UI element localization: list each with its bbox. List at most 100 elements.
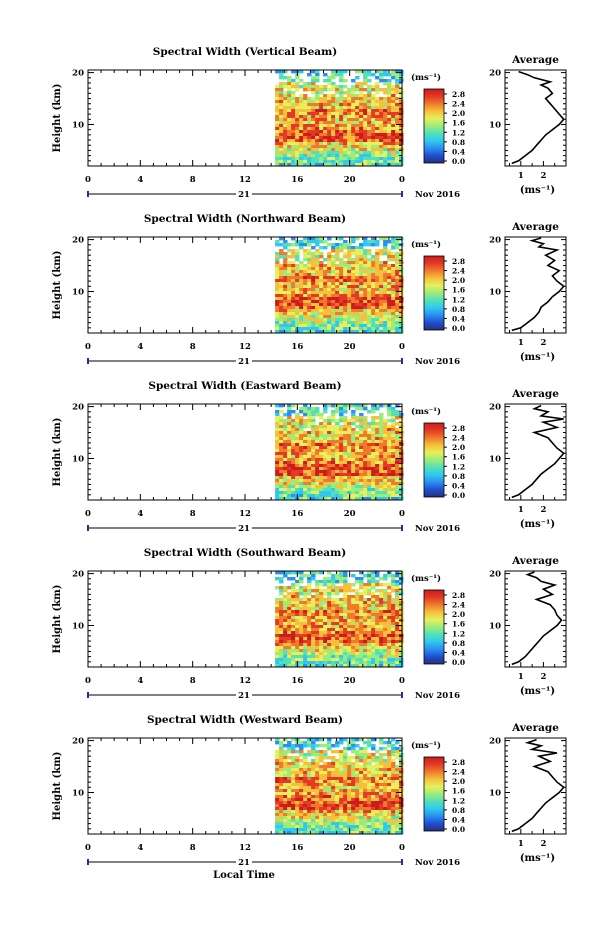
heatmap-cell	[275, 258, 280, 262]
y-tick-label: 10	[72, 621, 84, 631]
heatmap-cell	[347, 476, 352, 480]
heatmap-cell	[363, 628, 368, 632]
heatmap-cell	[375, 646, 380, 650]
heatmap-cell	[355, 285, 360, 289]
heatmap-cell	[367, 422, 372, 426]
heatmap-cell	[275, 637, 280, 641]
heatmap-cell	[295, 637, 300, 641]
heatmap-cell	[379, 112, 384, 116]
heatmap-cell	[311, 312, 316, 316]
heatmap-cell	[323, 282, 328, 286]
heatmap-cell	[307, 124, 312, 128]
heatmap-cell	[291, 747, 296, 751]
heatmap-cell	[307, 485, 312, 489]
heatmap-cell	[355, 324, 360, 328]
heatmap-cell	[375, 312, 380, 316]
heatmap-cell	[319, 753, 324, 757]
heatmap-cell	[303, 619, 308, 623]
heatmap-cell	[379, 604, 384, 608]
heatmap-cell	[359, 491, 364, 495]
heatmap-cell	[379, 315, 384, 319]
heatmap-cell	[383, 449, 388, 453]
heatmap-cell	[343, 91, 348, 95]
heatmap-cell	[307, 118, 312, 122]
heatmap-cell	[275, 419, 280, 423]
heatmap-cell	[371, 461, 376, 465]
heatmap-cell	[379, 160, 384, 164]
heatmap-cell	[339, 115, 344, 119]
heatmap-cell	[395, 115, 400, 119]
heatmap-cell	[391, 91, 396, 95]
heatmap-cell	[351, 783, 356, 787]
heatmap-cell	[295, 130, 300, 134]
heatmap-cell	[383, 595, 388, 599]
heatmap-cell	[283, 658, 288, 662]
heatmap-cell	[335, 470, 340, 474]
heatmap-cell	[379, 124, 384, 128]
heatmap-cell	[363, 643, 368, 647]
heatmap-cell	[291, 431, 296, 435]
heatmap-cell	[395, 240, 400, 244]
heatmap-cell	[311, 163, 316, 167]
heatmap-cell	[383, 762, 388, 766]
heatmap-cell	[371, 160, 376, 164]
heatmap-cell	[335, 464, 340, 468]
heatmap-cell	[279, 136, 284, 140]
heatmap-cell	[383, 747, 388, 751]
heatmap-cell	[351, 285, 356, 289]
heatmap-cell	[295, 658, 300, 662]
heatmap-cell	[395, 145, 400, 149]
heatmap-cell	[291, 494, 296, 498]
heatmap-cell	[327, 738, 332, 742]
heatmap-cell	[315, 786, 320, 790]
heatmap-cell	[371, 267, 376, 271]
heatmap-cell	[387, 744, 392, 748]
heatmap-cell	[371, 625, 376, 629]
heatmap-cell	[371, 303, 376, 307]
heatmap-cell	[391, 115, 396, 119]
heatmap-cell	[363, 318, 368, 322]
heatmap-cell	[315, 586, 320, 590]
heatmap-cell	[287, 631, 292, 635]
heatmap-cell	[343, 294, 348, 298]
heatmap-cell	[283, 267, 288, 271]
heatmap-cell	[391, 428, 396, 432]
heatmap-cell	[299, 422, 304, 426]
heatmap-cell	[371, 73, 376, 77]
heatmap-cell	[335, 145, 340, 149]
heatmap-cell	[395, 300, 400, 304]
heatmap-cell	[275, 646, 280, 650]
heatmap-cell	[279, 264, 284, 268]
heatmap-cell	[339, 294, 344, 298]
heatmap-cell	[371, 786, 376, 790]
heatmap-cell	[339, 443, 344, 447]
heatmap-cell	[287, 613, 292, 617]
heatmap-cell	[347, 747, 352, 751]
heatmap-cell	[399, 288, 404, 292]
heatmap-cell	[351, 774, 356, 778]
heatmap-cell	[287, 622, 292, 626]
heatmap-cell	[331, 148, 336, 152]
heatmap-cell	[395, 646, 400, 650]
heatmap-cell	[363, 482, 368, 486]
heatmap-cell	[391, 777, 396, 781]
heatmap-cell	[287, 786, 292, 790]
heatmap-cell	[355, 482, 360, 486]
heatmap-cell	[359, 416, 364, 420]
heatmap-cell	[367, 276, 372, 280]
heatmap-cell	[339, 607, 344, 611]
heatmap-cell	[363, 82, 368, 86]
heatmap-cell	[295, 473, 300, 477]
heatmap-cell	[391, 136, 396, 140]
heatmap-cell	[319, 756, 324, 760]
heatmap-cell	[351, 643, 356, 647]
heatmap-cell	[355, 652, 360, 656]
heatmap-cell	[323, 768, 328, 772]
heatmap-cell	[315, 491, 320, 495]
heatmap-cell	[327, 276, 332, 280]
heatmap-cell	[371, 485, 376, 489]
heatmap-cell	[387, 488, 392, 492]
heatmap-cell	[335, 100, 340, 104]
heatmap-cell	[275, 124, 280, 128]
heatmap-cell	[343, 482, 348, 486]
